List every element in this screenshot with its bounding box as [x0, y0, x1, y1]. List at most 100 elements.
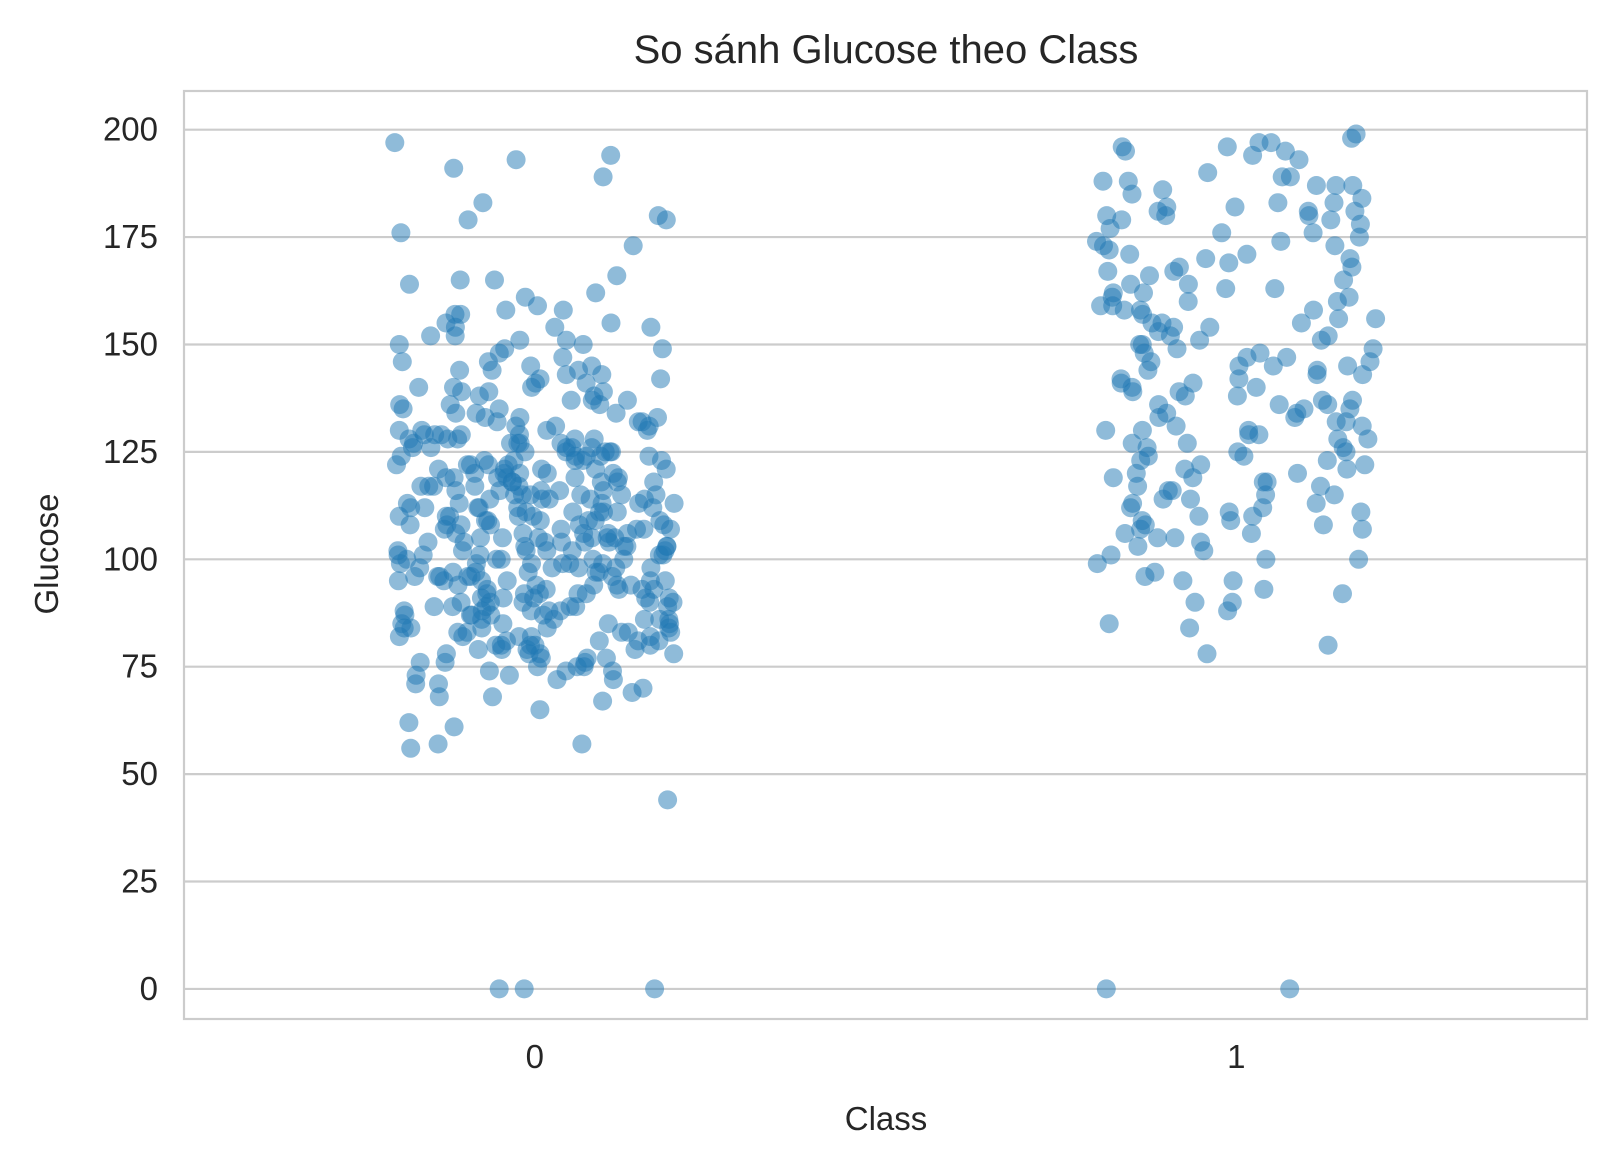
y-tick-label: 0 [140, 970, 158, 1007]
data-point [597, 528, 617, 548]
data-point [1306, 176, 1326, 195]
data-point [437, 515, 457, 535]
data-point [612, 622, 631, 642]
data-point [586, 283, 606, 303]
data-point [640, 635, 660, 655]
data-point [450, 270, 470, 290]
x-tick-label: 1 [1227, 1038, 1245, 1075]
data-point [607, 266, 627, 286]
data-point [569, 558, 589, 578]
data-point [1200, 317, 1220, 337]
data-point [1329, 309, 1349, 329]
data-point [1196, 249, 1216, 269]
data-point [1180, 618, 1200, 638]
data-point [473, 193, 493, 213]
data-point [1099, 240, 1119, 260]
y-tick-label: 75 [121, 648, 158, 685]
data-point [607, 502, 627, 522]
data-point [1135, 567, 1155, 586]
data-point [1166, 416, 1186, 436]
data-point [1148, 528, 1168, 548]
data-point [1324, 193, 1344, 213]
y-tick-label: 175 [103, 218, 158, 255]
data-point [1303, 223, 1323, 243]
data-point [1165, 528, 1185, 548]
y-tick-label: 150 [103, 325, 158, 362]
data-point [485, 270, 504, 290]
data-point [1269, 395, 1289, 415]
data-point [634, 519, 654, 539]
data-point [1289, 150, 1309, 170]
data-point [1221, 511, 1241, 531]
data-point [617, 390, 637, 410]
data-point [1223, 571, 1243, 591]
data-point [499, 665, 519, 685]
y-tick-label: 200 [103, 111, 158, 148]
data-point [528, 657, 547, 677]
data-point [1197, 644, 1217, 664]
data-point [1178, 292, 1198, 311]
y-tick-label: 50 [121, 755, 158, 792]
data-point [1265, 279, 1285, 299]
data-point [664, 493, 684, 513]
data-point [1087, 554, 1107, 574]
data-point [476, 597, 496, 617]
data-point [471, 528, 490, 548]
data-point [1327, 292, 1347, 311]
data-point [479, 661, 499, 681]
data-point [1115, 524, 1135, 543]
data-point [1218, 601, 1238, 621]
data-point [1164, 261, 1184, 281]
data-point [1178, 274, 1198, 294]
data-point [593, 167, 613, 187]
data-point [1318, 635, 1338, 655]
data-point [482, 360, 502, 380]
data-point [645, 979, 665, 999]
data-point [603, 670, 623, 690]
data-point [409, 377, 429, 397]
data-point [551, 519, 571, 539]
data-point [388, 541, 408, 561]
data-point [601, 313, 621, 333]
data-point [658, 790, 678, 810]
data-point [424, 597, 444, 617]
data-point [565, 451, 585, 470]
data-point [453, 541, 472, 561]
data-point [392, 352, 412, 372]
y-tick-labels: 0 25 50 75 100 125 150 175 200 [103, 111, 158, 1007]
data-point [1189, 506, 1209, 526]
data-point [1167, 339, 1187, 359]
data-point [1263, 356, 1283, 376]
data-point [1149, 408, 1169, 427]
data-point [465, 476, 485, 496]
data-point [649, 545, 669, 565]
data-point [468, 498, 488, 518]
data-point [1153, 489, 1173, 509]
data-point [1114, 300, 1134, 320]
data-point [506, 150, 526, 170]
data-point [537, 420, 557, 440]
data-point [1291, 313, 1311, 333]
y-tick-label: 25 [121, 863, 158, 900]
data-point [1338, 356, 1358, 376]
data-point [1122, 433, 1142, 453]
data-point [652, 339, 672, 359]
data-point [592, 365, 612, 385]
data-point [1212, 223, 1232, 243]
data-point [1349, 549, 1369, 569]
data-point [1177, 433, 1197, 453]
data-point [664, 644, 684, 664]
data-point [1336, 442, 1356, 462]
data-point [1325, 236, 1345, 256]
data-point [444, 158, 464, 178]
data-point [421, 326, 441, 346]
data-point [1288, 463, 1307, 483]
y-tick-label: 125 [103, 433, 158, 470]
data-point [400, 515, 420, 535]
data-point [444, 468, 464, 488]
data-point [1237, 244, 1257, 264]
data-point [458, 567, 478, 586]
